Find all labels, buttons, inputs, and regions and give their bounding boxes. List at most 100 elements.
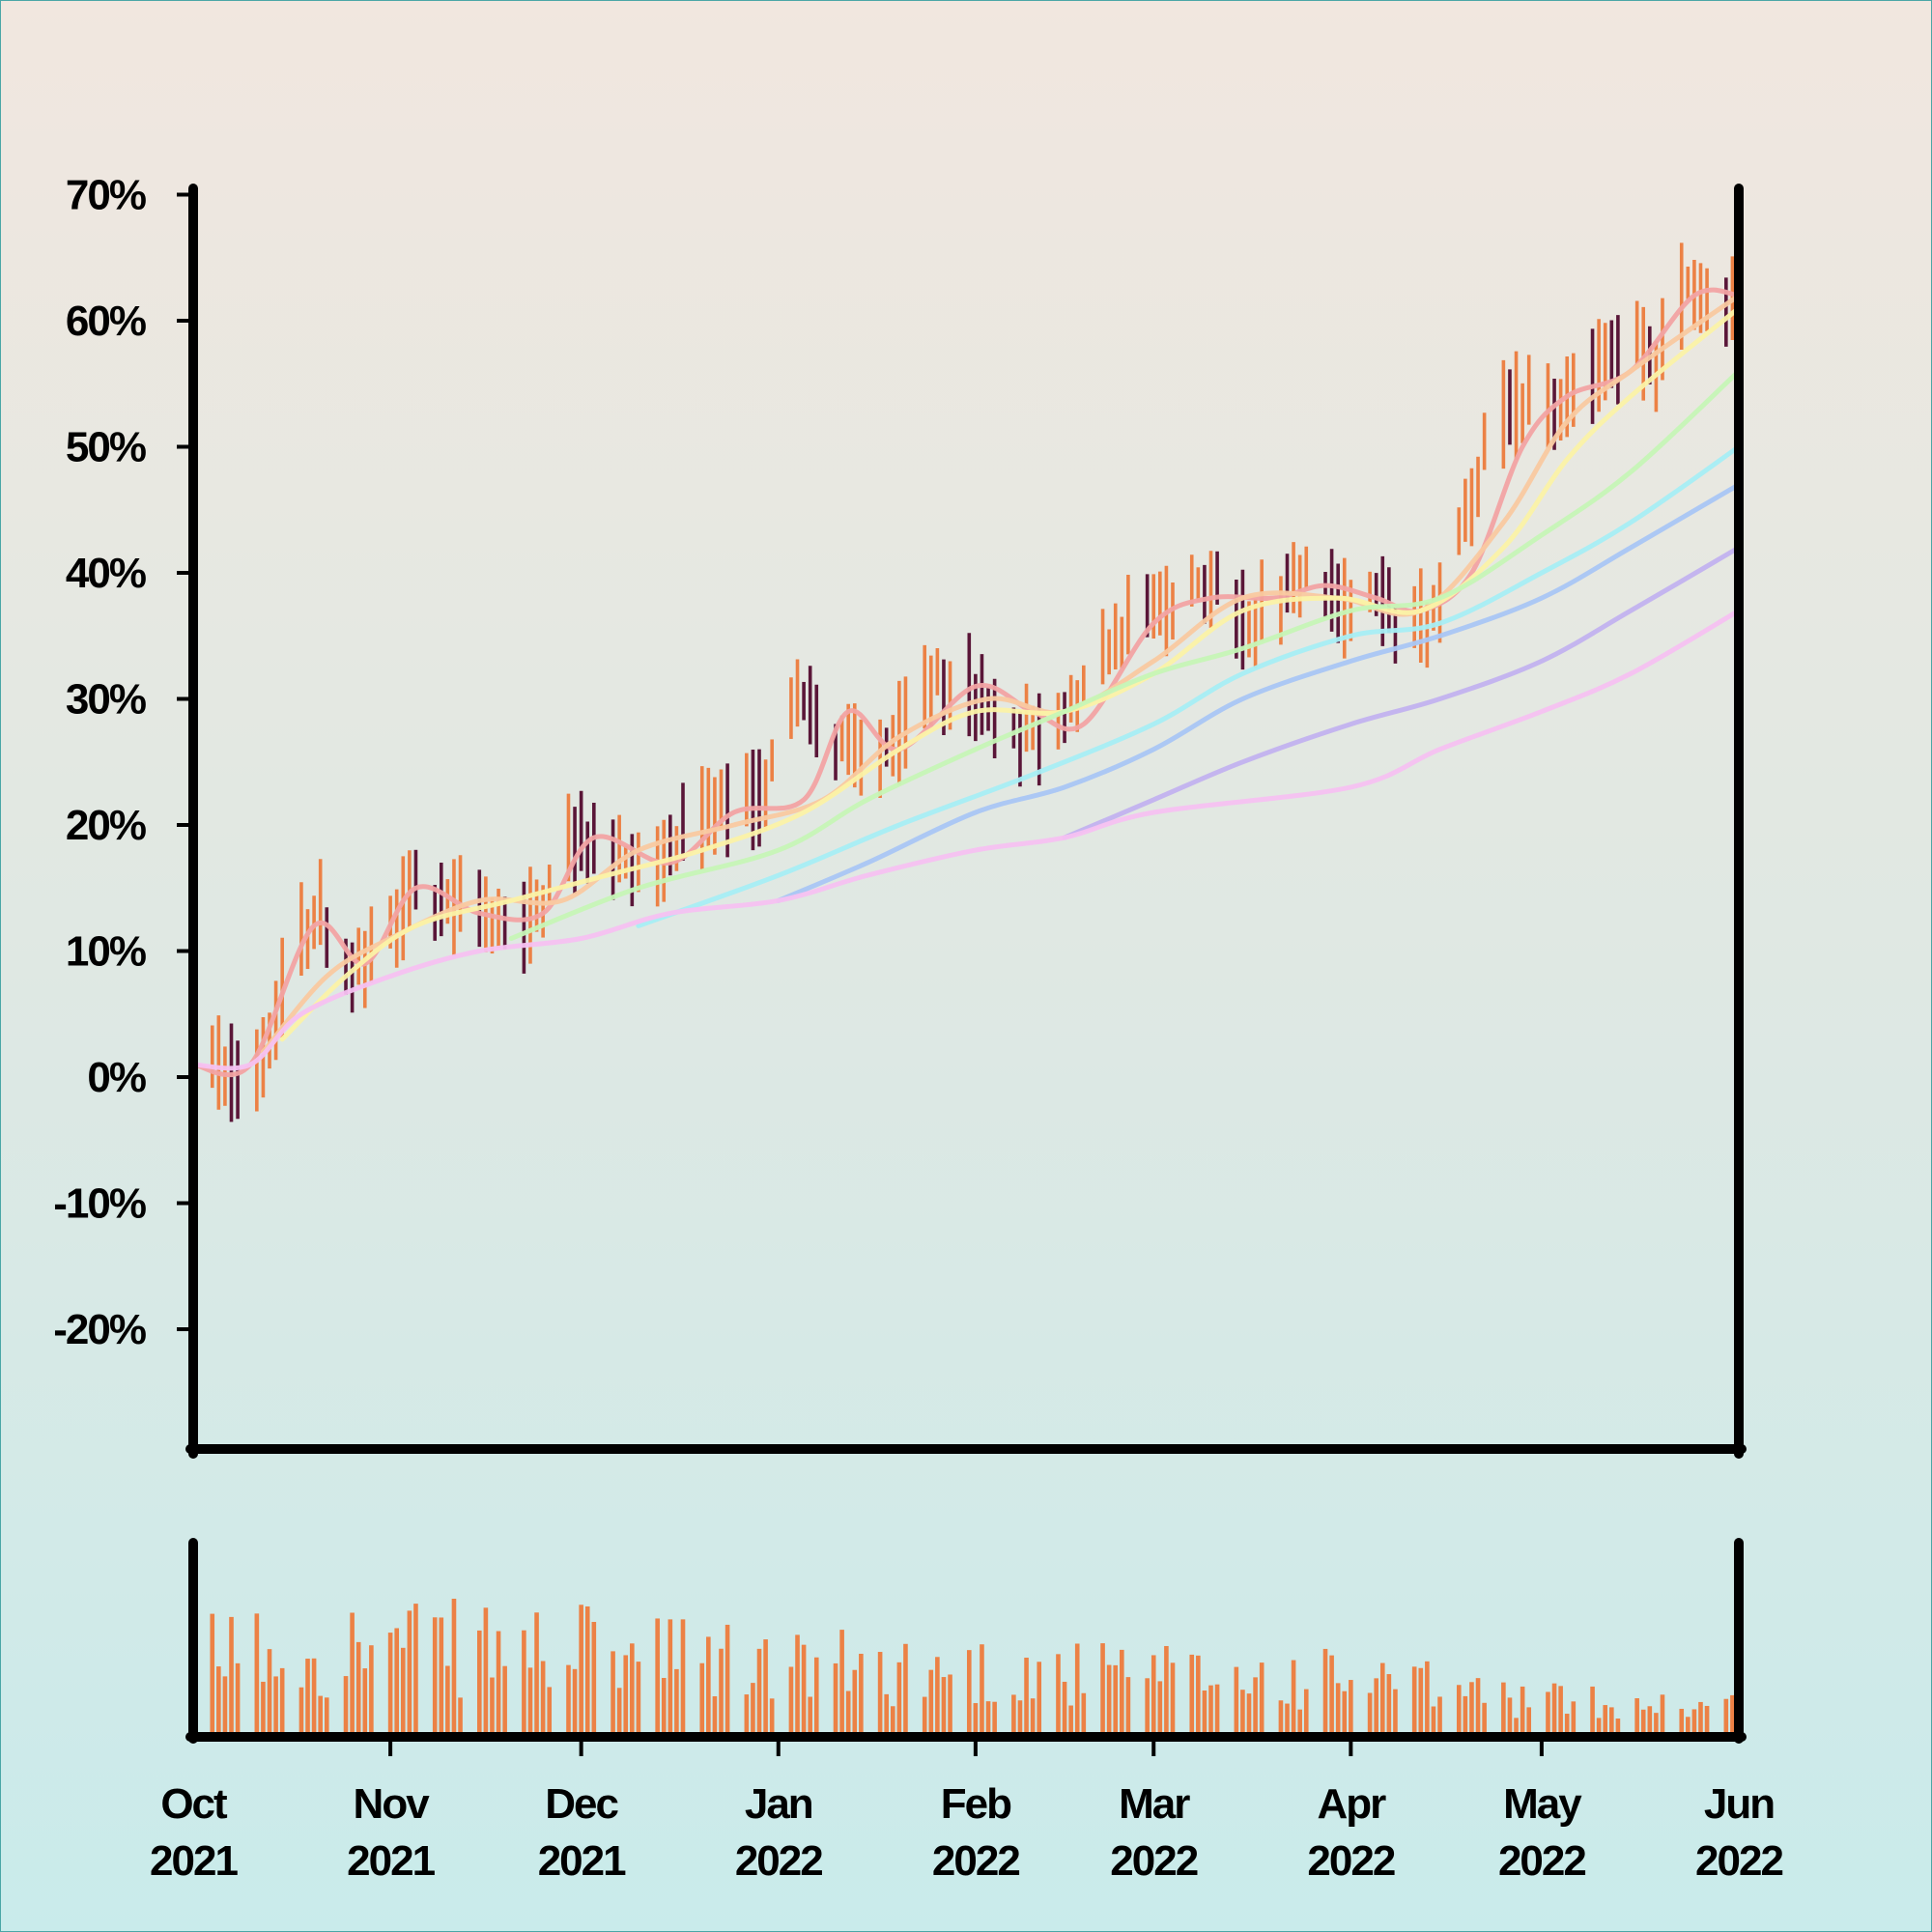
volume-bar <box>1437 1696 1442 1733</box>
volume-bar <box>1291 1660 1296 1733</box>
volume-bar <box>839 1630 844 1733</box>
volume-bar <box>490 1677 495 1733</box>
volume-bar <box>1106 1664 1112 1733</box>
volume-bar <box>235 1662 241 1733</box>
volume-bar <box>311 1658 317 1733</box>
volume-bar <box>985 1701 991 1733</box>
volume-bar <box>845 1690 851 1733</box>
volume-bar <box>1017 1700 1023 1733</box>
x-tick-month: May <box>1503 1780 1582 1828</box>
volume-bar <box>1546 1691 1550 1733</box>
x-tick-year: 2021 <box>538 1837 626 1885</box>
x-tick-month: Jun <box>1704 1780 1774 1828</box>
volume-bar <box>680 1619 686 1733</box>
volume-bar <box>623 1655 629 1733</box>
volume-bar <box>668 1619 673 1733</box>
volume-bar <box>387 1633 393 1733</box>
volume-bar <box>1030 1698 1036 1733</box>
x-tick-month: Feb <box>941 1780 1011 1828</box>
volume-bar <box>527 1667 533 1733</box>
volume-bar <box>1246 1693 1252 1733</box>
volume-bar <box>1068 1705 1073 1733</box>
price-panel: 70% 60% 50% 40% 30% 20% 10% 0% -10% -20% <box>53 172 1747 1459</box>
volume-bar <box>1704 1705 1710 1733</box>
volume-bar <box>1024 1658 1029 1733</box>
moving-average-line-3 <box>279 305 1739 1042</box>
volume-bar <box>1654 1713 1659 1733</box>
volume-bar <box>1615 1719 1621 1733</box>
volume-bar <box>1164 1645 1169 1733</box>
volume-bar <box>1698 1701 1703 1733</box>
volume-bar <box>1170 1662 1176 1733</box>
x-axis: Oct 2021 Nov 2021 Dec 2021 Jan 2022 Feb 2022 Mar 20… <box>150 1737 1784 1885</box>
volume-bar <box>1551 1683 1557 1733</box>
volume-bar <box>890 1706 895 1733</box>
volume-bar <box>751 1683 755 1733</box>
volume-bar <box>719 1648 724 1733</box>
volume-bar <box>1151 1655 1156 1733</box>
x-tick-month: Dec <box>545 1780 618 1828</box>
volume-bar <box>769 1698 775 1733</box>
x-tick-month: Jan <box>745 1780 812 1828</box>
volume-bar <box>1730 1694 1735 1733</box>
volume-bar <box>636 1662 641 1733</box>
volume-bar <box>859 1653 864 1733</box>
volume-bar <box>1609 1707 1614 1733</box>
moving-average-line-5 <box>636 444 1739 928</box>
volume-bar <box>1634 1698 1639 1733</box>
volume-bar <box>992 1701 997 1733</box>
volume-bar <box>877 1652 883 1733</box>
volume-bar <box>1469 1682 1474 1733</box>
x-tick-month: Mar <box>1119 1780 1190 1828</box>
volume-bar <box>616 1688 622 1733</box>
volume-bar <box>852 1669 858 1733</box>
volume-bar <box>813 1657 819 1733</box>
volume-bar <box>254 1613 260 1733</box>
x-tick-year: 2022 <box>1307 1837 1394 1885</box>
volume-bar <box>833 1662 838 1733</box>
volume-bar <box>1596 1718 1602 1733</box>
volume-bar <box>896 1662 902 1733</box>
volume-bar <box>699 1662 705 1733</box>
y-tick-label: 50% <box>66 424 146 471</box>
volume-bar <box>788 1666 794 1733</box>
volume-bar <box>1647 1706 1653 1733</box>
volume-bar <box>1520 1686 1525 1733</box>
volume-bar <box>795 1634 800 1733</box>
volume-bar <box>273 1676 278 1733</box>
volume-bar <box>362 1668 368 1733</box>
volume-bar <box>1062 1681 1067 1733</box>
volume-bar <box>928 1669 934 1733</box>
volume-bar <box>1011 1694 1016 1733</box>
volume-bar <box>1208 1685 1213 1733</box>
x-tick-year: 2022 <box>1110 1837 1197 1885</box>
volume-bar <box>1145 1678 1150 1733</box>
volume-bar <box>948 1674 952 1733</box>
volume-bar <box>1189 1654 1195 1733</box>
volume-bar <box>1196 1655 1201 1733</box>
volume-bar <box>547 1687 553 1733</box>
volume-bar <box>1240 1690 1245 1733</box>
volume-bar <box>935 1657 940 1733</box>
volume-bar <box>1463 1695 1468 1733</box>
moving-average-line-8 <box>193 608 1739 1071</box>
volume-bar <box>439 1617 444 1733</box>
volume-bar <box>1564 1714 1570 1733</box>
volume-bar <box>350 1612 355 1733</box>
volume-bar <box>413 1604 418 1733</box>
volume-bar <box>343 1676 349 1733</box>
volume-bar <box>1456 1685 1462 1733</box>
volume-bar <box>1526 1707 1532 1733</box>
volume-bar <box>540 1661 546 1733</box>
volume-bar <box>483 1607 489 1733</box>
volume-bar <box>267 1649 272 1733</box>
x-tick-month: Oct <box>160 1780 228 1828</box>
volume-bar <box>1303 1689 1309 1733</box>
volume-bar <box>706 1636 711 1733</box>
volume-bar <box>476 1630 482 1733</box>
volume-bar <box>1202 1690 1208 1733</box>
volume-bar <box>1425 1661 1430 1733</box>
volume-bar <box>1081 1692 1087 1733</box>
volume-bar <box>1501 1682 1506 1733</box>
